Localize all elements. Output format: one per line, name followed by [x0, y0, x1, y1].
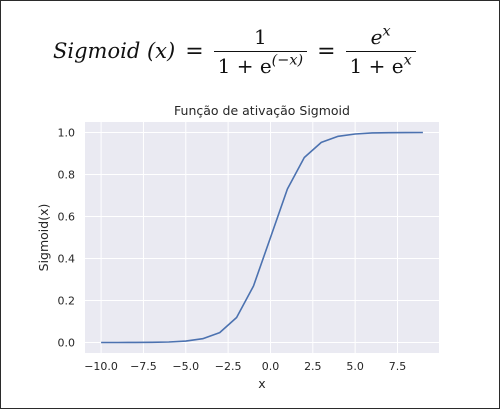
- fraction-2-denominator: 1 + ex: [349, 51, 412, 78]
- fraction-1-bar: [213, 50, 308, 52]
- x-axis-label: x: [258, 376, 265, 391]
- sigmoid-formula: Sigmoid (x) = 1 1 + e(−x) = ex 1 + ex: [53, 15, 416, 87]
- formula-fraction-2: ex 1 + ex: [345, 22, 416, 78]
- chart-title: Função de ativação Sigmoid: [174, 103, 350, 118]
- y-tick-label: 0.0: [58, 337, 76, 350]
- x-tick-label: 2.5: [304, 360, 322, 373]
- y-tick-label: 0.2: [58, 295, 76, 308]
- formula-equals-2: =: [317, 38, 336, 64]
- fraction-1-numerator: 1: [253, 24, 267, 49]
- sigmoid-line: [101, 131, 423, 344]
- x-tick-label: −7.5: [130, 360, 157, 373]
- series-layer: [101, 131, 423, 344]
- formula-lhs: Sigmoid (x): [53, 39, 176, 63]
- formula-equals-1: =: [185, 38, 204, 64]
- y-tick-label: 0.8: [58, 169, 76, 182]
- y-axis-label: Sigmoid(x): [36, 204, 51, 272]
- x-tick-label: −10.0: [84, 360, 118, 373]
- x-tick-label: −2.5: [215, 360, 242, 373]
- y-tick-label: 1.0: [58, 127, 76, 140]
- x-tick-label: 7.5: [389, 360, 407, 373]
- x-tick-labels: −10.0 −7.5 −5.0 −2.5 0.0 2.5 5.0 7.5: [84, 360, 406, 373]
- y-tick-labels: 0.0 0.2 0.4 0.6 0.8 1.0: [58, 127, 76, 350]
- x-tick-label: 5.0: [346, 360, 364, 373]
- x-tick-label: 0.0: [262, 360, 280, 373]
- fraction-2-numerator: ex: [370, 22, 391, 49]
- fraction-1-denominator: 1 + e(−x): [217, 51, 304, 78]
- y-tick-label: 0.6: [58, 211, 76, 224]
- x-tick-label: −5.0: [172, 360, 199, 373]
- plot-area: [85, 122, 439, 353]
- formula-fraction-1: 1 1 + e(−x): [213, 24, 308, 78]
- fraction-2-bar: [345, 50, 416, 52]
- grid: [85, 122, 439, 353]
- y-tick-label: 0.4: [58, 253, 76, 266]
